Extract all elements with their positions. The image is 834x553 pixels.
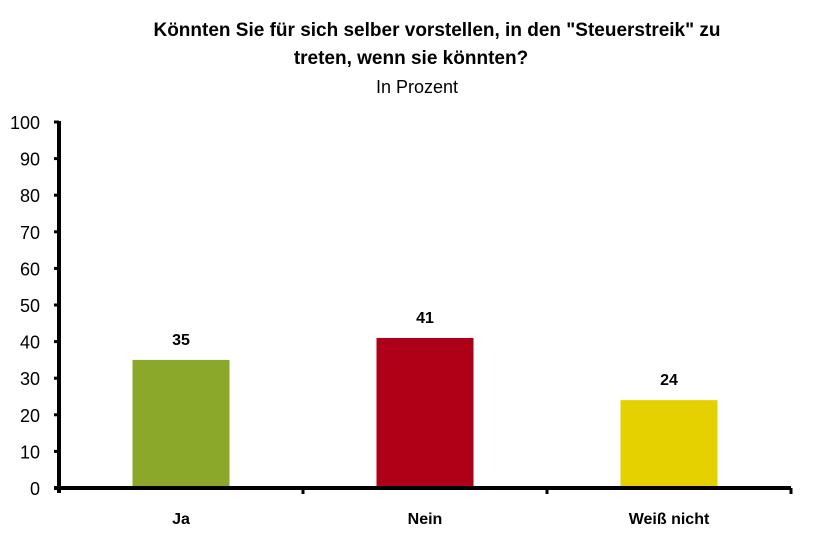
chart-subtitle: In Prozent <box>375 77 459 97</box>
y-tick-label: 90 <box>20 150 40 170</box>
y-tick-label: 70 <box>20 223 40 243</box>
y-tick-label: 80 <box>20 186 40 206</box>
bar-weiß-nicht <box>620 400 718 488</box>
y-tick-label: 60 <box>20 259 40 279</box>
x-tick-label: Nein <box>408 511 443 528</box>
y-tick-label: 100 <box>10 113 40 133</box>
data-label: 41 <box>416 310 434 327</box>
y-tick-label: 40 <box>20 333 40 353</box>
bar-nein <box>376 337 474 488</box>
y-tick-label: 50 <box>20 296 40 316</box>
chart-title-line-2: treten, wenn sie könnten? <box>293 48 529 69</box>
y-tick-label: 30 <box>20 369 40 389</box>
x-tick-label: Ja <box>172 511 190 528</box>
y-tick-label: 20 <box>20 406 40 426</box>
data-label: 35 <box>172 332 190 349</box>
y-tick-label: 10 <box>20 442 40 462</box>
x-tick-label: Weiß nicht <box>629 511 710 528</box>
data-label: 24 <box>660 372 678 389</box>
chart-title-line-1: Könnten Sie für sich selber vorstellen, … <box>153 20 721 41</box>
y-tick-label: 0 <box>30 479 40 499</box>
bar-ja <box>132 359 230 488</box>
